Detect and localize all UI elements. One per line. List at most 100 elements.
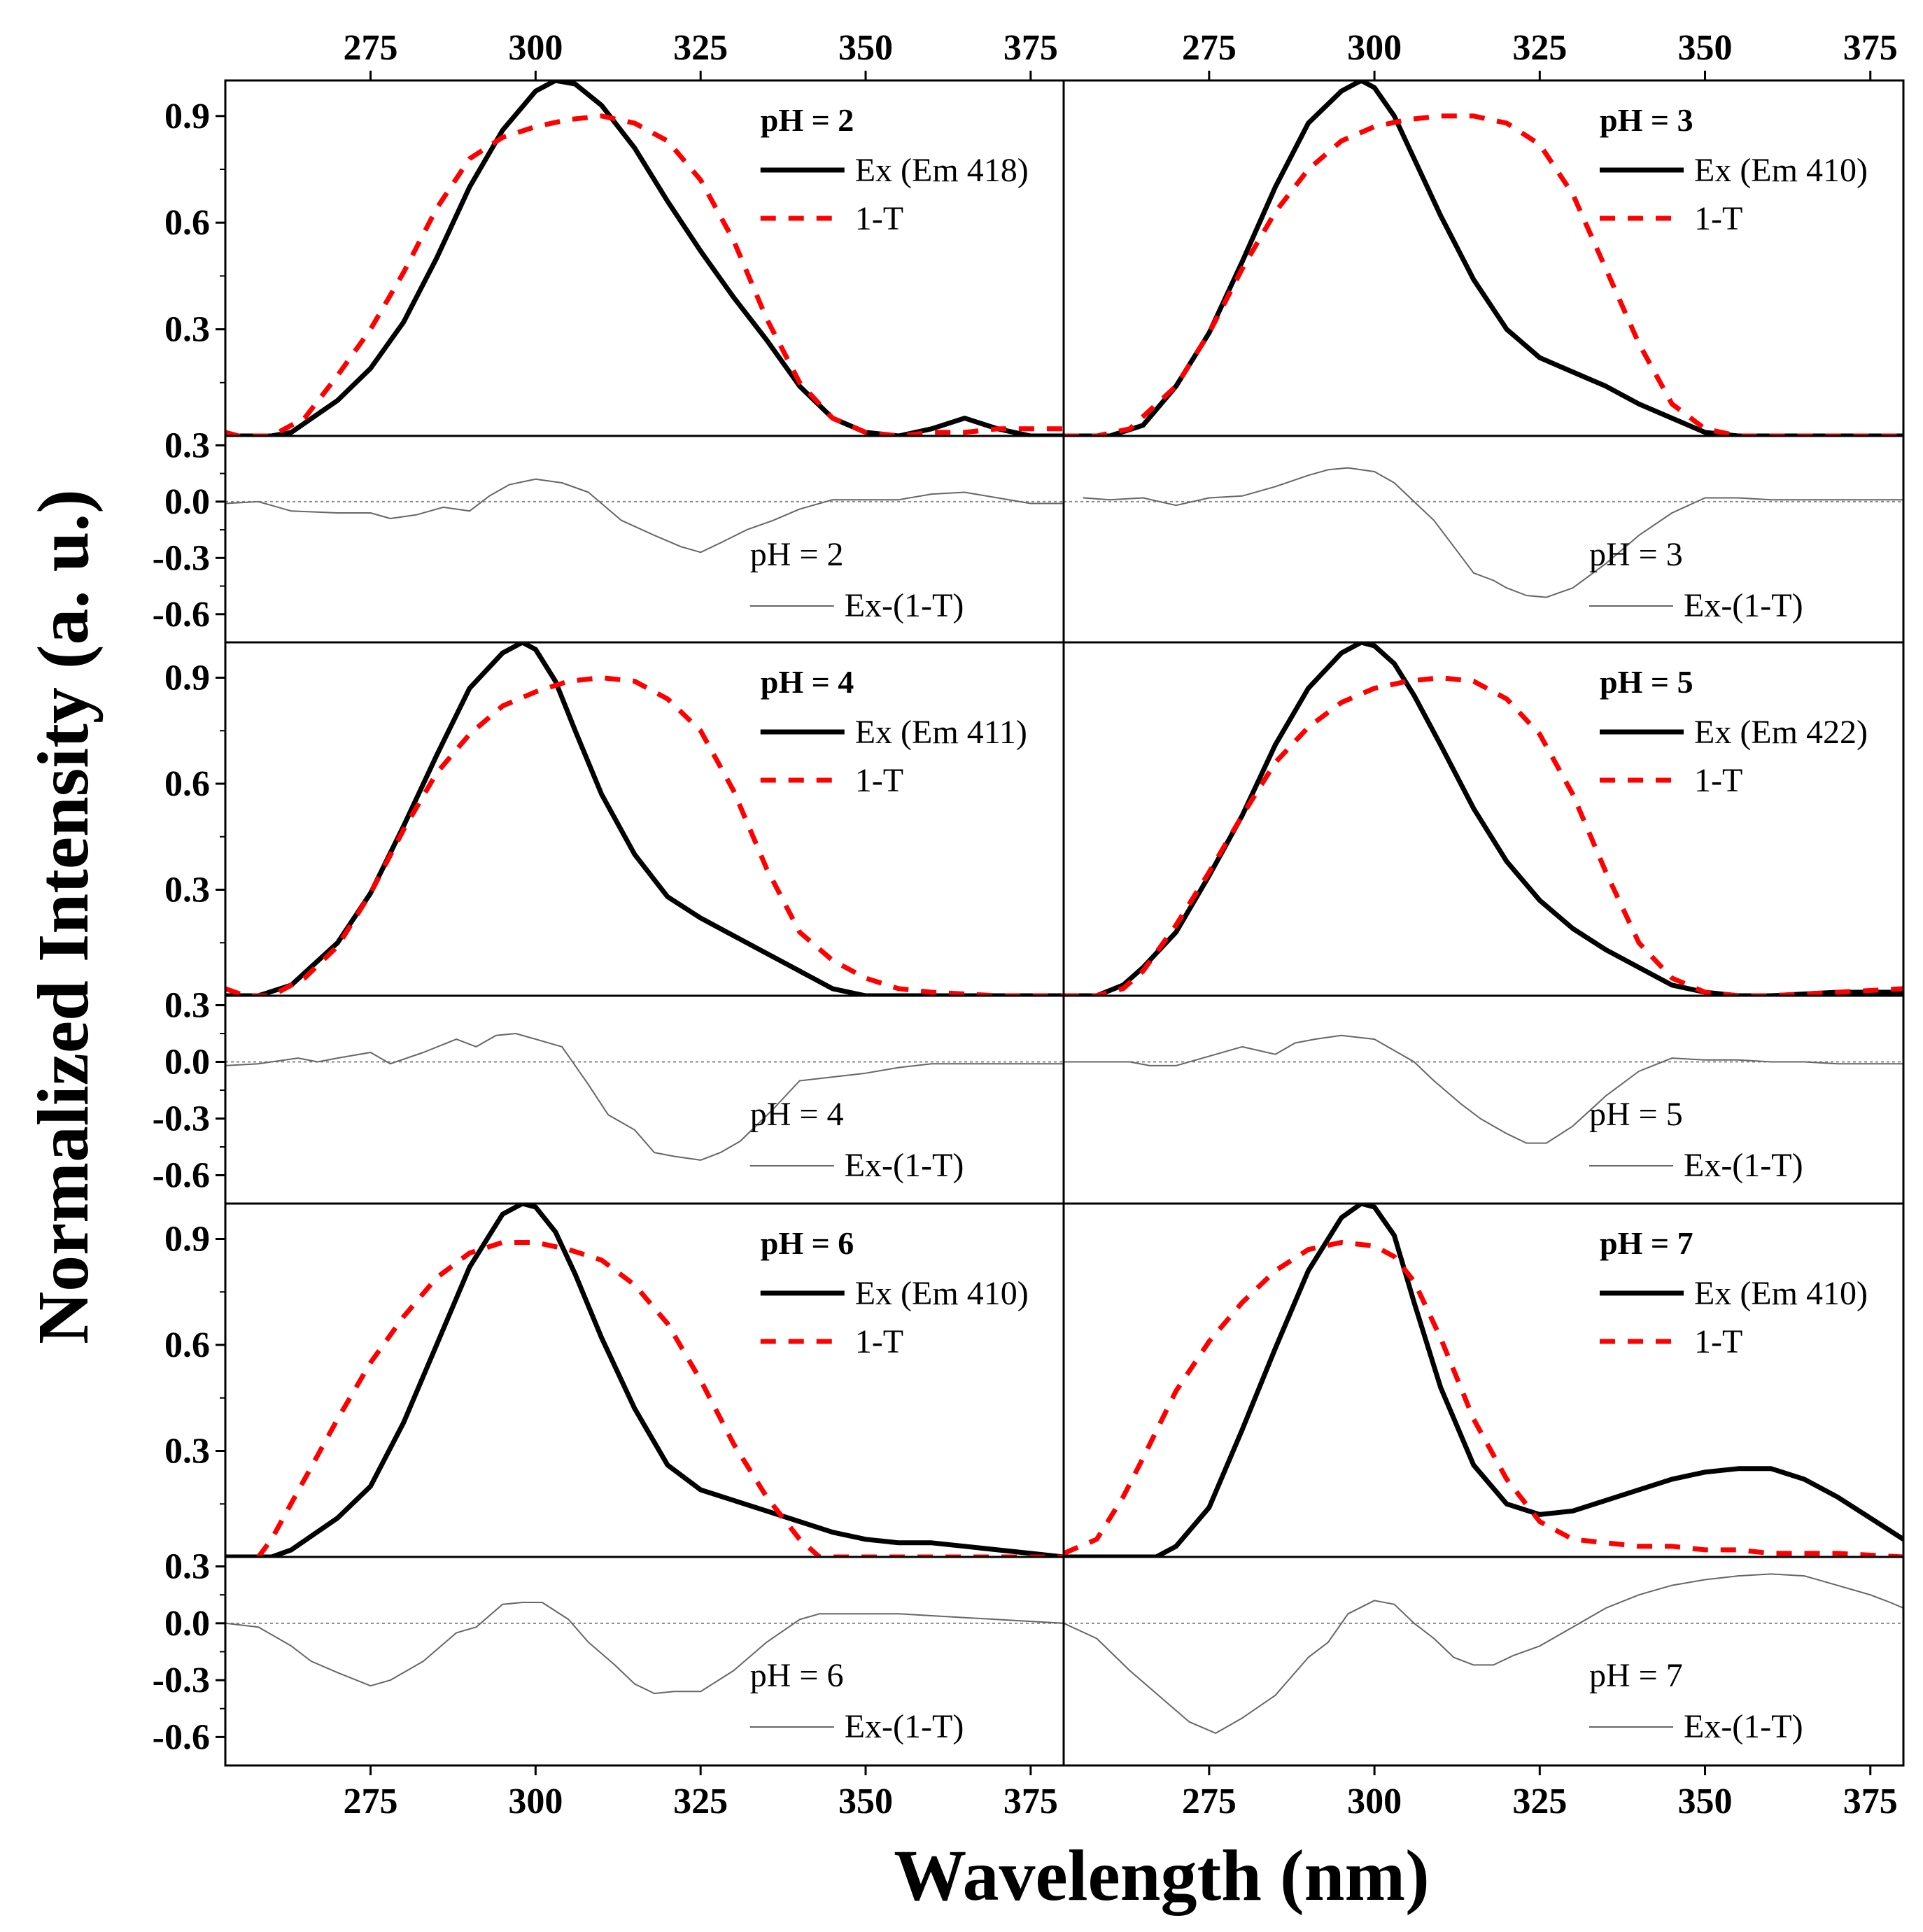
x-tick-label: 375 [1843,1782,1898,1821]
series-ex-em-422 [1064,642,1903,996]
x-tick-label: 325 [1512,1782,1567,1821]
legend-t-label: 1-T [1694,200,1742,237]
x-tick-label: 375 [1003,28,1058,68]
legend-diff-label: Ex-(1-T) [845,1708,964,1745]
y-tick-label: 0.0 [164,1604,210,1644]
legend-title: pH = 4 [750,1096,844,1133]
series-ex-em-410 [225,1204,1064,1557]
panel-ph-3: 275 300 325 350 375 pH = 3Ex (Em 410) 1-T [1062,28,1905,437]
y-tick-label: 0.3 [164,986,210,1026]
plot-frame [224,79,1065,437]
panel-ph-5: pH = 5Ex (Em 422) 1-T [1062,641,1905,997]
x-tick-label: 350 [838,28,893,68]
y-tick-label: 0.3 [164,310,210,350]
y-tick-label: 0.0 [164,482,210,522]
x-tick-label: 300 [1347,28,1402,68]
series-ex-em-410 [1064,80,1903,436]
y-tick-label: 0.6 [164,1325,210,1365]
legend-title: pH = 2 [761,102,854,138]
legend-title: pH = 6 [761,1225,854,1261]
series-1-t [1064,675,1903,996]
y-tick-label: -0.6 [153,1717,210,1757]
legend-t-label: 1-T [855,762,903,799]
series-ex-em-411 [225,642,1064,996]
series-1-t [1064,1240,1903,1557]
y-tick-label: -0.6 [153,595,210,635]
panel-ph-2-difference: 0.3 0.0 -0.3 -0.6 pH = 2Ex-(1-T) [153,425,1065,644]
panel-ph-6-difference: 0.3 0.0 -0.3 -0.6 275 300 325 350 375 pH = 6Ex-(1… [153,1547,1065,1821]
legend-diff-label: Ex-(1-T) [1684,587,1803,624]
legend-title: pH = 3 [1600,102,1693,138]
x-tick-label: 275 [344,28,398,68]
series-1-t [1064,113,1903,436]
legend-title: pH = 5 [1589,1096,1683,1133]
panel-ph-6: 0.9 0.6 0.3 pH = 6Ex (Em 410) 1-T [164,1202,1065,1558]
legend-t-label: 1-T [855,1323,903,1360]
x-tick-label: 325 [1512,28,1567,68]
x-tick-label: 275 [344,1782,398,1821]
legend-ex-label: Ex (Em 411) [855,714,1027,751]
y-tick-label: 0.3 [164,1432,210,1472]
x-tick-label: 350 [1678,1782,1733,1821]
panel-ph-4: 0.9 0.6 0.3 pH = 4Ex (Em 411) 1-T [164,641,1065,997]
axis-labels: Normalized Intensity (a. u.) Wavelength … [23,489,1430,1916]
x-tick-label: 300 [1347,1782,1402,1821]
y-tick-label: -0.3 [153,1099,210,1139]
y-tick-label: 0.3 [164,425,210,465]
y-tick-label: 0.9 [164,658,210,698]
legend-title: pH = 5 [1600,664,1693,700]
x-tick-label: 350 [1678,28,1733,68]
y-tick-label: 0.0 [164,1043,210,1083]
y-tick-label: 0.9 [164,1220,210,1260]
legend-diff-label: Ex-(1-T) [1684,1708,1803,1745]
y-axis-title: Normalized Intensity (a. u.) [23,489,104,1344]
y-tick-label: 0.6 [164,203,210,243]
plot-frame [1062,1556,1905,1767]
series-ex-1-t [1064,1034,1903,1144]
legend-title: pH = 2 [750,536,844,573]
plot-frame [1062,79,1905,437]
legend-title: pH = 6 [750,1657,844,1694]
legend-diff-label: Ex-(1-T) [1684,1147,1803,1184]
plot-frame [1062,641,1905,997]
legend-ex-label: Ex (Em 410) [1694,152,1868,189]
x-tick-label: 350 [838,1782,893,1821]
x-tick-label: 375 [1843,28,1898,68]
legend-title: pH = 3 [1589,536,1683,573]
panel-ph-2: 0.9 0.6 0.3 275 300 325 350 375 pH = 2Ex (Em 418… [164,28,1065,437]
y-tick-label: 0.3 [164,870,210,910]
y-tick-label: 0.9 [164,97,210,136]
x-tick-label: 300 [508,28,563,68]
x-tick-label: 325 [673,28,728,68]
legend-ex-label: Ex (Em 422) [1694,714,1868,751]
x-tick-label: 300 [508,1782,563,1821]
x-tick-label: 275 [1182,1782,1237,1821]
legend-t-label: 1-T [855,200,903,237]
legend-title: pH = 7 [1600,1225,1693,1261]
panel-ph-5-difference: pH = 5Ex-(1-T) [1062,994,1905,1205]
x-tick-label: 275 [1182,28,1237,68]
x-tick-label: 375 [1003,1782,1058,1821]
series-ex-1-t [1083,467,1903,598]
y-tick-label: -0.3 [153,1660,210,1700]
legend-diff-label: Ex-(1-T) [845,1147,964,1184]
y-tick-label: -0.3 [153,538,210,578]
legend-t-label: 1-T [1694,1323,1742,1360]
legend-title: pH = 4 [761,664,854,700]
legend-ex-label: Ex (Em 410) [1694,1275,1868,1312]
series-ex-1-t [225,478,1064,553]
legend-ex-label: Ex (Em 410) [855,1275,1029,1312]
x-tick-label: 325 [673,1782,728,1821]
legend-t-label: 1-T [1694,762,1742,799]
legend-diff-label: Ex-(1-T) [845,587,964,624]
legend-title: pH = 7 [1589,1657,1683,1694]
panel-ph-7: pH = 7Ex (Em 410) 1-T [1062,1202,1905,1558]
series-ex-em-410 [1064,1204,1903,1557]
series-ex-em-418 [225,80,1064,436]
series-ex-1-t [1064,1573,1903,1734]
series-ex-1-t [225,1602,1064,1695]
panel-ph-4-difference: 0.3 0.0 -0.3 -0.6 pH = 4Ex-(1-T) [153,986,1065,1205]
plot-frame [224,641,1065,997]
